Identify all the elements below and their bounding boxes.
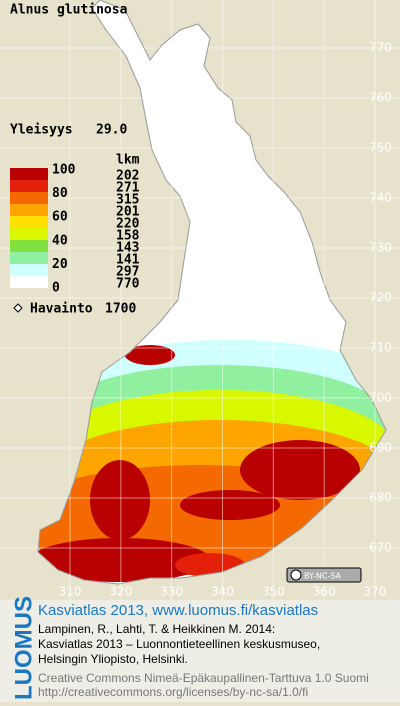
observation-count: 1700 [105,302,136,317]
frequency-value: 29.0 [96,123,127,138]
legend-scale-label: 60 [52,210,68,225]
y-tick-label: 680 [369,491,392,505]
legend-swatch [10,252,48,264]
legend-swatch [10,192,48,204]
x-tick-label: 360 [313,585,336,599]
legend-count: 770 [116,277,140,292]
x-tick-label: 370 [364,585,387,599]
y-tick-label: 750 [369,141,392,155]
frequency-label: Yleisyys [10,123,73,138]
y-tick-label: 740 [369,191,392,205]
legend-scale-label: 80 [52,186,68,201]
legend-swatch [10,180,48,192]
region [125,345,175,365]
license-badge-text: BY-NC-SA [304,572,342,581]
legend-count: 297 [116,265,139,280]
legend-swatch [10,264,48,276]
x-tick-label: 330 [160,585,183,599]
legend-count: 202 [116,169,139,184]
license-line: Creative Commons Nimeä-Epäkaupallinen-Ta… [38,671,369,685]
license-line: http://creativecommons.org/licenses/by-n… [38,685,308,699]
region [180,490,280,520]
legend-swatch [10,168,48,180]
x-tick-label: 320 [109,585,132,599]
legend-swatch [10,276,48,288]
legend-swatch [10,216,48,228]
legend-count: 143 [116,241,139,256]
legend-count: 141 [116,253,140,268]
legend-scale-label: 40 [52,233,68,248]
legend-scale-label: 100 [52,163,76,178]
x-tick-label: 310 [59,585,82,599]
footer-background [0,600,400,702]
legend-count: 315 [116,193,139,208]
footer-heading: Kasviatlas 2013, www.luomus.fi/kasviatla… [38,602,318,619]
legend-swatch [10,228,48,240]
region [38,538,210,582]
legend-swatch [10,240,48,252]
legend-count: 220 [116,217,140,232]
observation-symbol [13,303,23,313]
region [90,460,150,540]
legend-scale-label: 20 [52,257,68,272]
license-badge [286,567,362,583]
citation-line: Kasviatlas 2013 – Luonnontieteellinen ke… [38,637,320,651]
y-tick-label: 730 [369,241,392,255]
cc-icon [290,569,302,581]
y-tick-label: 690 [369,441,392,455]
legend-scale-label: 0 [52,281,60,296]
legend-swatch [10,204,48,216]
brand: LUOMUS [10,596,37,700]
legend-count: 158 [116,229,140,244]
grid: 770 760 750 740 730 720 710 700 690 680 670 310 320 3… [0,0,400,600]
legend-header: lkm [116,153,140,168]
y-tick-label: 670 [369,541,392,555]
y-tick-label: 700 [369,391,392,405]
x-tick-label: 350 [262,585,285,599]
citation-line: Helsingin Yliopisto, Helsinki. [38,652,188,666]
y-tick-label: 770 [369,41,392,55]
citation-line: Lampinen, R., Lahti, T. & Heikkinen M. 2… [38,622,275,636]
legend-count: 201 [116,205,140,220]
region [240,440,360,500]
y-tick-label: 720 [369,291,392,305]
x-tick-label: 340 [211,585,234,599]
species-title: Alnus glutinosa [10,3,128,18]
y-tick-label: 710 [369,341,392,355]
legend-count: 271 [116,181,140,196]
observation-label: Havainto [30,302,93,317]
y-tick-label: 760 [369,91,392,105]
